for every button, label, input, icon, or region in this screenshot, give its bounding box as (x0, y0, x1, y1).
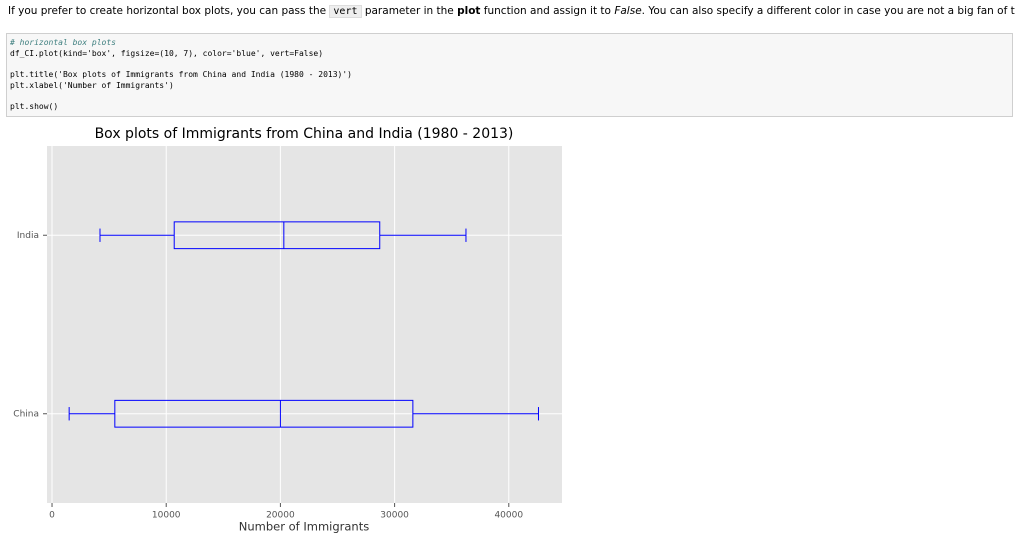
code-paragraph: plt.show() (10, 101, 1009, 112)
x-tick-label: 0 (49, 511, 55, 521)
intro-code: vert (329, 5, 362, 18)
code-line: plt.title('Box plots of Immigrants from … (10, 70, 352, 79)
code-line: plt.xlabel('Number of Immigrants') (10, 81, 174, 90)
intro-bold: plot (457, 5, 481, 17)
x-tick-label: 30000 (380, 511, 409, 521)
x-tick-label: 40000 (494, 511, 523, 521)
box (173, 221, 381, 250)
y-tick-label: China (13, 409, 39, 419)
x-axis-label: Number of Immigrants (239, 520, 369, 534)
intro-text: If you prefer to create horizontal box p… (8, 5, 1015, 18)
chart-title: Box plots of Immigrants from China and I… (95, 126, 514, 142)
code-paragraph: plt.title('Box plots of Immigrants from … (10, 69, 1009, 91)
intro-plain: If you prefer to create horizontal box p… (8, 5, 330, 17)
x-tick-label: 10000 (152, 511, 181, 521)
intro-plain: parameter in the (361, 5, 458, 17)
box (114, 399, 414, 428)
code-paragraph: # horizontal box plots df_CI.plot(kind='b… (10, 37, 1009, 59)
y-tick-label: India (17, 231, 39, 241)
plot-background (47, 146, 562, 503)
code-line: plt.show() (10, 102, 59, 111)
code-line: df_CI.plot(kind='box', figsize=(10, 7), … (10, 49, 324, 58)
intro-plain: . You can also specify a different color… (641, 5, 1015, 17)
intro-plain: function and assign it to (480, 5, 615, 17)
code-cell: # horizontal box plots df_CI.plot(kind='b… (6, 33, 1013, 117)
code-line: # horizontal box plots (10, 38, 116, 47)
intro-italic: False (614, 5, 642, 17)
x-tick-label: 20000 (266, 511, 295, 521)
